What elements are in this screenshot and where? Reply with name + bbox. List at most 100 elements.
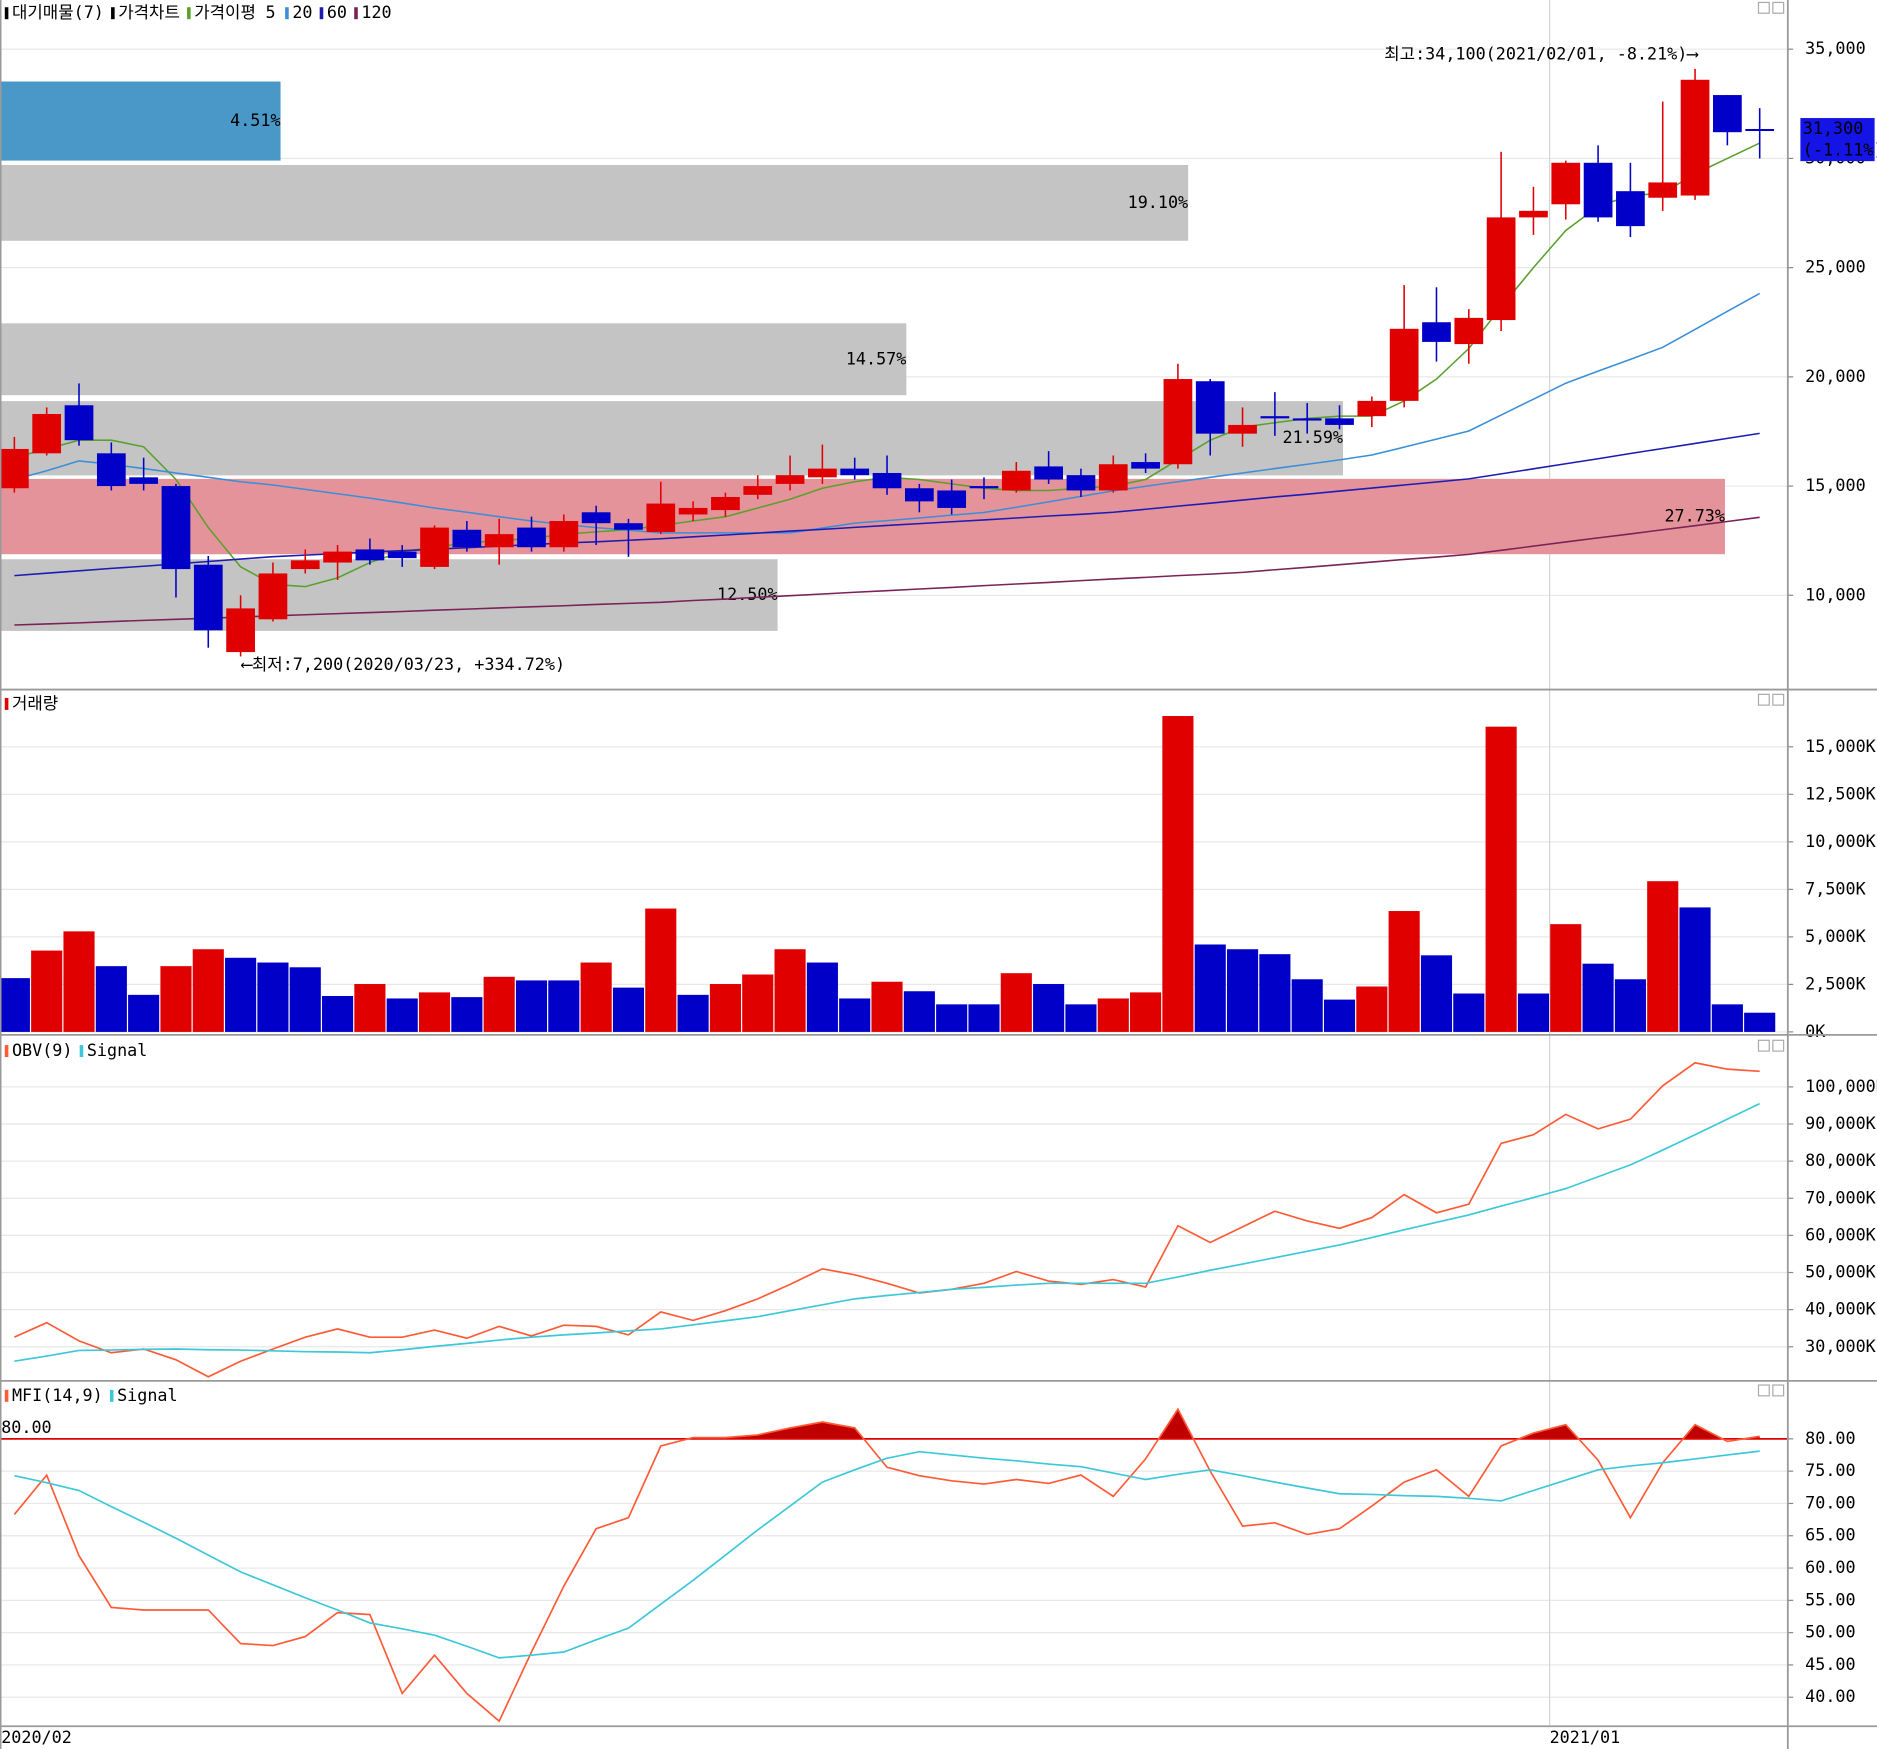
y-tick-label: 10,000: [1805, 584, 1866, 604]
candle-body: [290, 560, 320, 570]
volume-bar: [742, 974, 774, 1032]
candle-body: [517, 527, 546, 548]
indicator-line: [14, 1061, 1760, 1378]
indicator-line: [14, 1450, 1760, 1659]
close-button[interactable]: [1772, 1039, 1785, 1052]
volume-bar: [1679, 907, 1711, 1032]
legend-marker: [4, 7, 9, 20]
legend-marker: [319, 7, 324, 20]
candle-body: [1292, 418, 1322, 421]
candle-body: [0, 448, 29, 489]
profile-label: 21.59%: [1283, 427, 1344, 447]
legend-label: 거래량: [12, 693, 58, 713]
volume-bar: [354, 984, 386, 1032]
volume-bar: [322, 995, 354, 1032]
minimize-button[interactable]: [1757, 1039, 1770, 1052]
volume-bar: [774, 949, 806, 1032]
legend-marker: [79, 1045, 84, 1058]
volume-bar: [289, 967, 321, 1032]
y-tick-label: 50.00: [1805, 1622, 1855, 1642]
legend-label: OBV(9): [12, 1040, 73, 1060]
moving-average-line: [14, 292, 1761, 534]
candle-body: [226, 608, 255, 653]
close-button[interactable]: [1772, 1384, 1785, 1397]
minimize-button[interactable]: [1757, 1384, 1770, 1397]
candle-body: [646, 503, 676, 532]
legend-label: 60: [327, 2, 347, 22]
candle-body: [1325, 418, 1354, 425]
legend-marker: [109, 1389, 114, 1402]
last-price-label: 31,300: [1803, 118, 1864, 138]
candle-body: [808, 468, 837, 478]
volume-profile-bar: [0, 164, 1189, 241]
candle-body: [1357, 400, 1387, 417]
volume-bar: [515, 980, 548, 1032]
legend-marker: [354, 7, 358, 20]
candle-body: [193, 564, 223, 631]
close-button[interactable]: [1772, 693, 1785, 706]
legend-marker: [187, 7, 191, 20]
candle-body: [937, 490, 967, 508]
close-button[interactable]: [1772, 1, 1785, 14]
y-tick-label: 80,000K: [1805, 1150, 1877, 1170]
legend-label: 대기매물(7): [12, 2, 104, 22]
candle-body: [1034, 466, 1063, 480]
volume-bar: [1550, 924, 1582, 1032]
last-price-box: [1800, 118, 1875, 162]
y-tick-label: 100,000K: [1805, 1076, 1877, 1096]
volume-bar: [1065, 1004, 1097, 1032]
volume-bar: [806, 962, 838, 1032]
minimize-button[interactable]: [1757, 693, 1770, 706]
candle-body: [323, 551, 352, 563]
volume-bar: [645, 908, 677, 1032]
volume-bar: [451, 997, 483, 1032]
legend-label: Signal: [87, 1040, 148, 1060]
y-tick-label: 90,000K: [1805, 1113, 1877, 1133]
y-tick-label: 2,500K: [1805, 973, 1866, 993]
volume-bar: [548, 980, 580, 1032]
volume-bar: [612, 987, 645, 1032]
volume-bar: [1485, 726, 1517, 1032]
volume-bar: [483, 976, 515, 1032]
candle-body: [581, 512, 611, 524]
legend-label: 20: [292, 2, 312, 22]
candle-body: [1519, 210, 1548, 218]
volume-bar: [1033, 984, 1065, 1032]
y-tick-label: 5,000K: [1805, 926, 1866, 946]
level-label: 80.00: [1, 1417, 51, 1437]
y-tick-label: 55.00: [1805, 1589, 1855, 1609]
candle-body: [1551, 162, 1581, 205]
volume-bar: [1356, 986, 1388, 1032]
candle-body: [1583, 162, 1613, 218]
candle-body: [161, 486, 191, 570]
x-tick-label: 2020/02: [1, 1727, 72, 1747]
volume-profile-bar: [0, 401, 1344, 476]
candle-body: [129, 477, 159, 484]
candle-body: [969, 486, 999, 489]
candle-body: [1616, 191, 1645, 227]
volume-bar: [1226, 949, 1259, 1032]
plot-layer: 4.51% 19.10% 14.57% 21.59% 27.73% 12.50%: [0, 68, 1788, 1723]
profile-label: 12.50%: [717, 584, 778, 604]
volume-bar: [386, 998, 418, 1032]
y-tick-label: 50,000K: [1805, 1262, 1877, 1282]
minimize-button[interactable]: [1757, 1, 1770, 14]
volume-bar: [1259, 954, 1291, 1032]
volume-bar: [580, 962, 612, 1032]
overbought-fill: [688, 1409, 1760, 1439]
candle-body: [1163, 379, 1193, 465]
volume-bar: [257, 962, 289, 1032]
volume-profile-bar: [0, 559, 778, 631]
volume-bar: [839, 998, 871, 1032]
volume-bar: [968, 1004, 1000, 1032]
candle-body: [484, 534, 514, 548]
indicator-line: [13, 1407, 1760, 1723]
volume-profile-bar: [0, 81, 281, 161]
legend-label: 120: [361, 2, 391, 22]
volume-bar: [1420, 955, 1453, 1032]
candle-body: [678, 507, 708, 515]
volume-bar: [1130, 992, 1162, 1032]
volume-bar: [192, 949, 224, 1032]
candle-body: [614, 523, 643, 530]
